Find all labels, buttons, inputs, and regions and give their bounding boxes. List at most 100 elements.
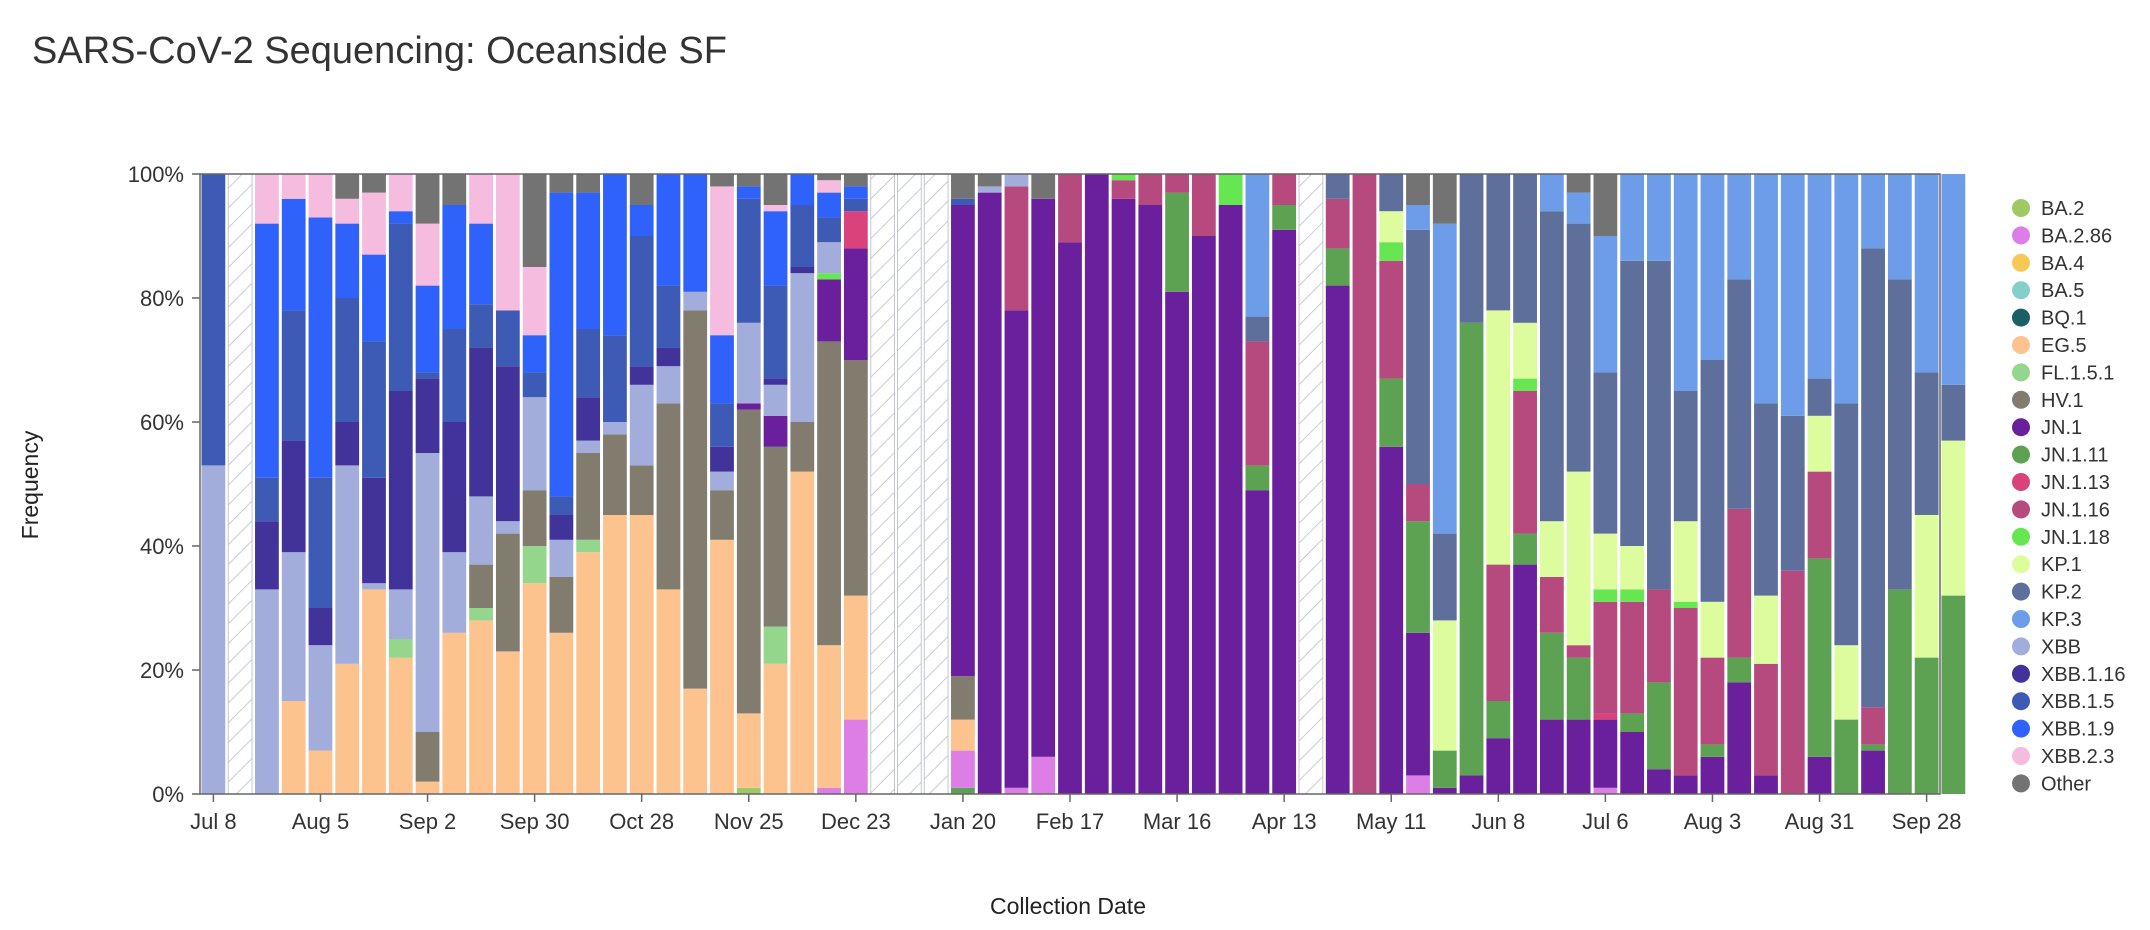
bar-segment[interactable] (1031, 756, 1056, 794)
legend-label[interactable]: KP.1 (2041, 554, 2082, 576)
bar-segment[interactable] (1432, 174, 1457, 224)
bar-segment[interactable] (1941, 174, 1966, 385)
bar-segment[interactable] (951, 787, 975, 794)
bar-segment[interactable] (335, 223, 360, 298)
bar-segment[interactable] (951, 750, 975, 788)
bar-segment[interactable] (710, 490, 734, 540)
bar-segment[interactable] (362, 477, 386, 584)
bar-segment[interactable] (1539, 632, 1564, 720)
bar-segment[interactable] (1647, 682, 1671, 770)
bar-segment[interactable] (1379, 242, 1404, 261)
legend-label[interactable]: EG.5 (2041, 335, 2087, 357)
bar-segment[interactable] (442, 205, 467, 329)
legend-label[interactable]: HV.1 (2041, 390, 2084, 412)
bar-segment[interactable] (843, 174, 868, 187)
bar-segment[interactable] (1754, 663, 1778, 776)
bar-segment[interactable] (1513, 391, 1537, 534)
bar-segment[interactable] (442, 329, 467, 422)
bar-segment[interactable] (1325, 198, 1350, 249)
legend-label[interactable]: JN.1.18 (2041, 527, 2110, 549)
bar-segment[interactable] (736, 409, 761, 714)
bar-segment[interactable] (1513, 174, 1537, 323)
legend-label[interactable]: XBB.1.16 (2041, 664, 2126, 686)
bar-segment[interactable] (308, 477, 333, 608)
bar-segment[interactable] (629, 465, 654, 515)
bar-segment[interactable] (308, 608, 333, 646)
bar-segment[interactable] (1727, 174, 1752, 280)
bar-segment[interactable] (522, 335, 547, 373)
bar-segment[interactable] (415, 372, 440, 379)
bar-segment[interactable] (1004, 787, 1029, 794)
bar-segment[interactable] (1432, 223, 1457, 534)
bar-segment[interactable] (683, 174, 708, 292)
bar-segment[interactable] (763, 415, 788, 447)
bar-segment[interactable] (683, 688, 708, 794)
bar-segment[interactable] (469, 304, 493, 348)
bar-segment[interactable] (362, 254, 386, 342)
bar-segment[interactable] (1593, 787, 1618, 794)
bar-segment[interactable] (1673, 174, 1698, 391)
bar-segment[interactable] (255, 477, 279, 522)
bar-segment[interactable] (710, 335, 734, 404)
bar-segment[interactable] (1486, 738, 1511, 794)
bar-segment[interactable] (1780, 570, 1805, 794)
bar-segment[interactable] (1459, 775, 1484, 794)
bar-segment[interactable] (1513, 378, 1537, 391)
bar-segment[interactable] (1432, 533, 1457, 621)
bar-segment[interactable] (710, 186, 734, 336)
bar-segment[interactable] (281, 198, 306, 311)
bar-segment[interactable] (549, 632, 574, 794)
bar-segment[interactable] (388, 211, 413, 224)
bar-segment[interactable] (1780, 415, 1805, 571)
bar-segment[interactable] (1593, 719, 1618, 788)
bar-segment[interactable] (603, 174, 627, 336)
bar-segment[interactable] (1379, 174, 1404, 212)
bar-segment[interactable] (255, 521, 279, 590)
bar-segment[interactable] (977, 186, 1002, 193)
bar-segment[interactable] (1620, 260, 1645, 546)
bar-segment[interactable] (1432, 620, 1457, 751)
bar-segment[interactable] (629, 236, 654, 367)
bar-segment[interactable] (603, 515, 627, 794)
bar-segment[interactable] (1807, 471, 1832, 559)
bar-segment[interactable] (388, 657, 413, 794)
bar-segment[interactable] (522, 397, 547, 491)
bar-segment[interactable] (1593, 713, 1618, 720)
bar-segment[interactable] (469, 564, 493, 608)
bar-segment[interactable] (549, 174, 574, 193)
bar-segment[interactable] (469, 608, 493, 621)
bar-segment[interactable] (255, 174, 279, 224)
bar-segment[interactable] (1887, 589, 1912, 794)
bar-segment[interactable] (549, 192, 574, 497)
bar-segment[interactable] (495, 174, 520, 311)
bar-segment[interactable] (362, 589, 386, 794)
bar-segment[interactable] (1004, 174, 1029, 187)
bar-segment[interactable] (1914, 174, 1939, 373)
bar-segment[interactable] (1727, 508, 1752, 658)
bar-segment[interactable] (1727, 657, 1752, 683)
bar-segment[interactable] (1566, 223, 1591, 472)
bar-segment[interactable] (1861, 248, 1885, 708)
bar-segment[interactable] (603, 434, 627, 515)
bar-segment[interactable] (1593, 236, 1618, 373)
bar-segment[interactable] (843, 211, 868, 249)
bar-segment[interactable] (1245, 341, 1270, 466)
bar-segment[interactable] (335, 174, 360, 199)
bar-segment[interactable] (335, 465, 360, 664)
bar-segment[interactable] (1031, 174, 1056, 199)
bar-segment[interactable] (1700, 744, 1725, 757)
bar-segment[interactable] (817, 192, 841, 218)
bar-segment[interactable] (1914, 515, 1939, 658)
bar-segment[interactable] (1486, 174, 1511, 311)
bar-segment[interactable] (710, 446, 734, 472)
bar-segment[interactable] (951, 676, 975, 720)
bar-segment[interactable] (1807, 558, 1832, 757)
bar-segment[interactable] (388, 223, 413, 391)
bar-segment[interactable] (1245, 465, 1270, 491)
bar-segment[interactable] (1165, 291, 1189, 794)
bar-segment[interactable] (1593, 601, 1618, 714)
bar-segment[interactable] (1727, 279, 1752, 509)
bar-segment[interactable] (576, 397, 601, 441)
legend-label[interactable]: JN.1.13 (2041, 472, 2110, 494)
bar-segment[interactable] (629, 174, 654, 205)
